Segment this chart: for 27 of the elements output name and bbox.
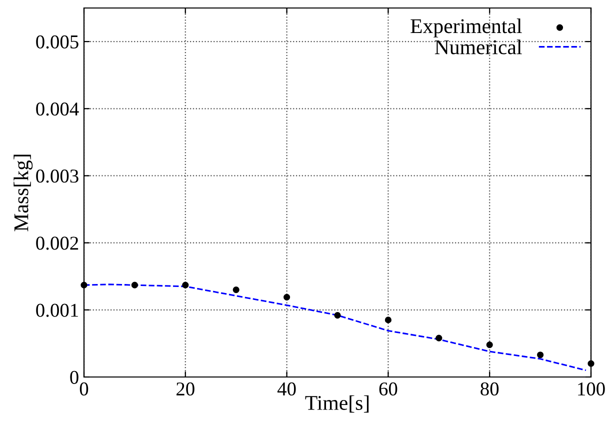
point: [334, 312, 341, 319]
y-tick-label: 0.003: [36, 170, 78, 183]
point: [284, 294, 290, 300]
y-tick-label: 0.004: [36, 102, 79, 116]
y-tick-label: 0.001: [36, 304, 78, 317]
x-tick-label: 60: [379, 382, 398, 396]
point: [537, 352, 544, 358]
point: [384, 316, 392, 324]
x-axis-title: Time[s]: [305, 395, 369, 413]
x-tick-label: 100: [578, 382, 605, 396]
x-tick-label: 0: [80, 382, 88, 396]
y-axis-title: Mass[kg]: [14, 154, 33, 232]
legend-label: Experimental: [410, 18, 522, 38]
point: [232, 286, 240, 294]
y-tick-label: 0: [70, 370, 78, 384]
point: [436, 334, 442, 342]
point: [588, 360, 594, 367]
y-tick-label: 0.005: [36, 35, 78, 49]
point: [182, 282, 189, 288]
point: [80, 282, 88, 288]
x-tick-label: 20: [176, 382, 194, 396]
x-tick-label: 80: [480, 382, 499, 396]
y-tick-label: 0.002: [36, 236, 78, 250]
point: [486, 342, 493, 348]
legend-label: Numerical: [434, 40, 522, 54]
x-tick-label: 40: [277, 382, 296, 396]
point: [131, 282, 138, 288]
